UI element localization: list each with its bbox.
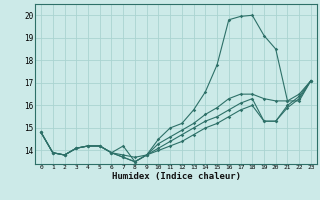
X-axis label: Humidex (Indice chaleur): Humidex (Indice chaleur) bbox=[111, 172, 241, 181]
